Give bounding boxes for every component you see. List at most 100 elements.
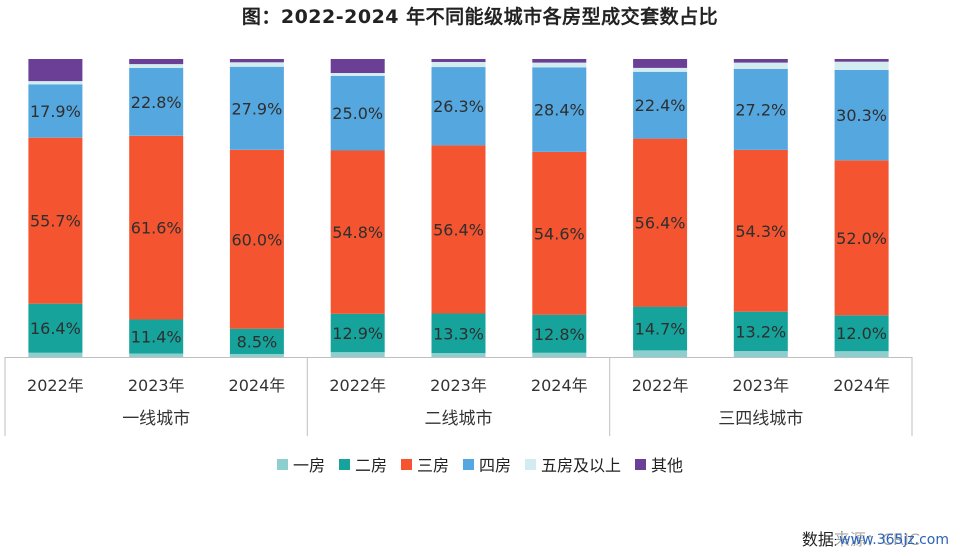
bar-segment-9-1 [834, 351, 889, 357]
x-tick-label-9: 2024年 [833, 376, 890, 395]
x-tick-label-7: 2022年 [632, 376, 689, 395]
bar-segment-3-2 [229, 328, 284, 354]
data-label-4-4: 25.0% [332, 104, 383, 123]
group-label-1: 一线城市 [122, 409, 190, 429]
data-label-9-4: 30.3% [836, 106, 887, 125]
legend-label: 五房及以上 [541, 456, 622, 475]
data-label-1-3: 55.7% [30, 212, 81, 231]
data-label-4-3: 54.8% [332, 223, 383, 242]
x-tick-label-6: 2024年 [531, 376, 588, 395]
bar-segment-3-6 [229, 59, 284, 63]
bar-segment-8-2 [733, 311, 788, 351]
data-label-6-2: 12.8% [534, 325, 585, 344]
legend-label: 一房 [292, 456, 325, 475]
data-label-5-4: 26.3% [433, 97, 484, 116]
bar-segment-2-1 [129, 353, 184, 357]
bar-segment-3-4 [229, 66, 284, 150]
legend-label: 其他 [651, 456, 684, 475]
bar-segment-4-1 [330, 352, 385, 357]
bar-segment-9-5 [834, 61, 889, 70]
bar-segment-1-6 [28, 59, 83, 82]
data-label-1-2: 16.4% [30, 319, 81, 338]
bar-segment-6-5 [532, 62, 587, 68]
bar-segment-4-5 [330, 73, 385, 76]
bar-segment-1-4 [28, 84, 83, 138]
data-label-1-4: 17.9% [30, 102, 81, 121]
group-label-2: 二线城市 [425, 409, 493, 429]
bar-segment-1-3 [28, 137, 83, 304]
bar-segment-2-3 [129, 135, 184, 320]
legend-item-2: 二房 [338, 452, 387, 476]
data-label-4-2: 12.9% [332, 324, 383, 343]
bar-segment-6-3 [532, 152, 587, 315]
data-label-9-2: 12.0% [836, 324, 887, 343]
group-label-3: 三四线城市 [718, 409, 803, 429]
bar-segment-8-5 [733, 62, 788, 69]
bars-layer: 16.4% 55.7% 17.9% 11.4% 61.6% 22.8% 8.5% 60.0% 2… [28, 59, 889, 357]
data-label-6-4: 28.4% [534, 101, 585, 120]
data-label-8-3: 54.3% [735, 222, 786, 241]
bar-segment-4-6 [330, 59, 385, 73]
legend-swatch [276, 458, 288, 470]
bar-segment-6-2 [532, 314, 587, 353]
bar-segment-1-1 [28, 352, 83, 357]
legend-item-1: 一房 [276, 452, 325, 476]
watermark: www.365jz.com [836, 532, 952, 548]
bar-segment-9-6 [834, 59, 889, 62]
bar-segment-7-1 [633, 350, 688, 357]
legend-item-6: 其他 [635, 452, 683, 476]
data-label-2-2: 11.4% [131, 327, 182, 346]
bar-segment-8-4 [733, 68, 788, 150]
data-label-5-3: 56.4% [433, 221, 484, 240]
bar-segment-7-4 [633, 71, 688, 139]
bar-segment-8-6 [733, 59, 788, 63]
legend-item-4: 四房 [463, 452, 511, 476]
bar-segment-8-3 [733, 149, 788, 312]
bar-segment-5-5 [431, 62, 486, 68]
bar-segment-7-2 [633, 306, 688, 351]
legend-label: 四房 [479, 456, 512, 475]
data-label-2-3: 61.6% [131, 219, 182, 238]
data-label-8-4: 27.2% [735, 100, 786, 119]
legend: 一房 二房 三房 四房 五房及以上 其他 [0, 452, 960, 476]
legend-swatch [525, 458, 537, 470]
bar-segment-7-6 [633, 59, 688, 68]
bar-segment-7-5 [633, 67, 688, 72]
data-label-5-2: 13.3% [433, 324, 484, 343]
data-label-3-3: 60.0% [231, 230, 282, 249]
bar-segment-9-2 [834, 315, 889, 352]
legend-swatch [400, 458, 412, 470]
bar-segment-5-4 [431, 67, 486, 146]
x-tick-label-4: 2022年 [329, 376, 386, 395]
bar-segment-7-3 [633, 138, 688, 307]
data-label-2-4: 22.8% [131, 93, 182, 112]
bar-segment-5-6 [431, 59, 486, 62]
data-label-8-2: 13.2% [735, 322, 786, 341]
bar-segment-2-6 [129, 59, 184, 65]
bar-segment-3-3 [229, 149, 284, 329]
legend-swatch [463, 458, 474, 470]
axis-layer: 2022年 2023年 2024年 2022年 2023年 2024年 2022年 2023年… [4, 357, 913, 436]
bar-segment-9-3 [834, 160, 889, 316]
bar-segment-6-6 [532, 59, 587, 63]
bar-segment-3-1 [229, 354, 284, 357]
legend-swatch [338, 458, 350, 470]
data-label-6-3: 54.6% [534, 224, 585, 243]
data-label-3-2: 8.5% [237, 332, 278, 351]
bar-segment-4-3 [330, 150, 385, 314]
data-label-9-3: 52.0% [836, 229, 887, 248]
data-label-7-4: 22.4% [635, 96, 686, 115]
bar-segment-6-4 [532, 67, 587, 152]
bar-segment-2-4 [129, 67, 184, 136]
chart-title: 图：2022-2024 年不同能级城市各房型成交套数占比 [241, 6, 719, 28]
bar-segment-9-4 [834, 70, 889, 161]
legend-swatch [635, 458, 647, 470]
x-tick-label-8: 2023年 [732, 376, 789, 395]
legend-item-3: 三房 [400, 452, 449, 476]
data-label-7-3: 56.4% [635, 214, 686, 233]
bar-segment-1-5 [28, 81, 83, 85]
bar-segment-3-5 [229, 62, 284, 67]
data-label-3-4: 27.9% [231, 99, 282, 118]
legend-label: 三房 [416, 456, 449, 475]
